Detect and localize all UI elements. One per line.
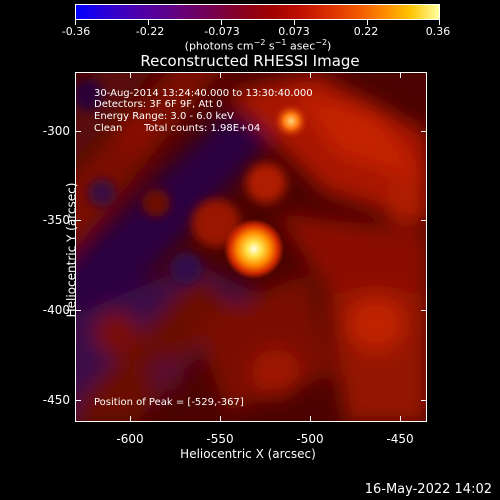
colorbar-tick-label: -0.36 xyxy=(61,25,91,38)
x-tick-label: -500 xyxy=(296,432,324,446)
colorbar-tick-label: 0.22 xyxy=(353,25,379,38)
y-tick-mark xyxy=(421,400,427,401)
colorbar-tick-label: -0.22 xyxy=(135,25,165,38)
colorbar-tick-label: 0.073 xyxy=(278,25,310,38)
x-tick-mark xyxy=(220,72,221,78)
colorbar-units: (photons cm−2 s−1 asec−2) xyxy=(184,38,332,53)
x-tick-mark xyxy=(400,72,401,78)
y-tick-mark xyxy=(421,310,427,311)
colorbar-tick xyxy=(367,20,368,25)
info-energy-range: Energy Range: 3.0 - 6.0 keV xyxy=(94,111,234,122)
secondary-source xyxy=(273,103,309,139)
x-tick-label: -600 xyxy=(116,432,144,446)
y-tick-mark xyxy=(421,220,427,221)
peak-position: Position of Peak = [-529,-367] xyxy=(94,397,244,408)
y-tick-mark xyxy=(421,131,427,132)
colorbar-tick xyxy=(148,20,149,25)
y-tick-mark xyxy=(75,310,81,311)
x-tick-mark xyxy=(130,416,131,422)
info-time-range: 30-Aug-2014 13:24:40.000 to 13:30:40.000 xyxy=(94,88,313,99)
colorbar-tick-label: -0.073 xyxy=(204,25,240,38)
y-tick-label: -450 xyxy=(42,393,70,407)
info-algorithm: Clean xyxy=(94,123,123,134)
x-tick-mark xyxy=(400,416,401,422)
y-tick-mark xyxy=(75,220,81,221)
y-tick-label: -300 xyxy=(42,124,70,138)
x-tick-mark xyxy=(220,416,221,422)
solar-image-plot xyxy=(75,72,427,422)
generation-timestamp: 16-May-2022 14:02 xyxy=(364,482,492,497)
colorbar-tick xyxy=(294,20,295,25)
plot-title: Reconstructed RHESSI Image xyxy=(140,52,360,70)
primary-source xyxy=(224,219,284,279)
y-tick-label: -350 xyxy=(42,213,70,227)
y-axis-label: Heliocentric Y (arcsec) xyxy=(64,182,79,318)
y-tick-label: -400 xyxy=(42,303,70,317)
info-total-counts: Total counts: 1.98E+04 xyxy=(144,123,261,134)
x-tick-mark xyxy=(130,72,131,78)
x-tick-label: -550 xyxy=(206,432,234,446)
colorbar xyxy=(75,4,440,20)
colorbar-tick xyxy=(75,20,76,25)
info-detectors: Detectors: 3F 6F 9F, Att 0 xyxy=(94,99,223,110)
y-tick-mark xyxy=(75,400,81,401)
colorbar-tick xyxy=(439,20,440,25)
colorbar-tick-label: 0.36 xyxy=(425,25,451,38)
solar-image-map xyxy=(76,73,426,421)
x-tick-mark xyxy=(310,72,311,78)
colorbar-tick xyxy=(221,20,222,25)
y-tick-mark xyxy=(75,131,81,132)
x-tick-label: -450 xyxy=(386,432,414,446)
x-axis-label: Heliocentric X (arcsec) xyxy=(180,447,316,461)
x-tick-mark xyxy=(310,416,311,422)
